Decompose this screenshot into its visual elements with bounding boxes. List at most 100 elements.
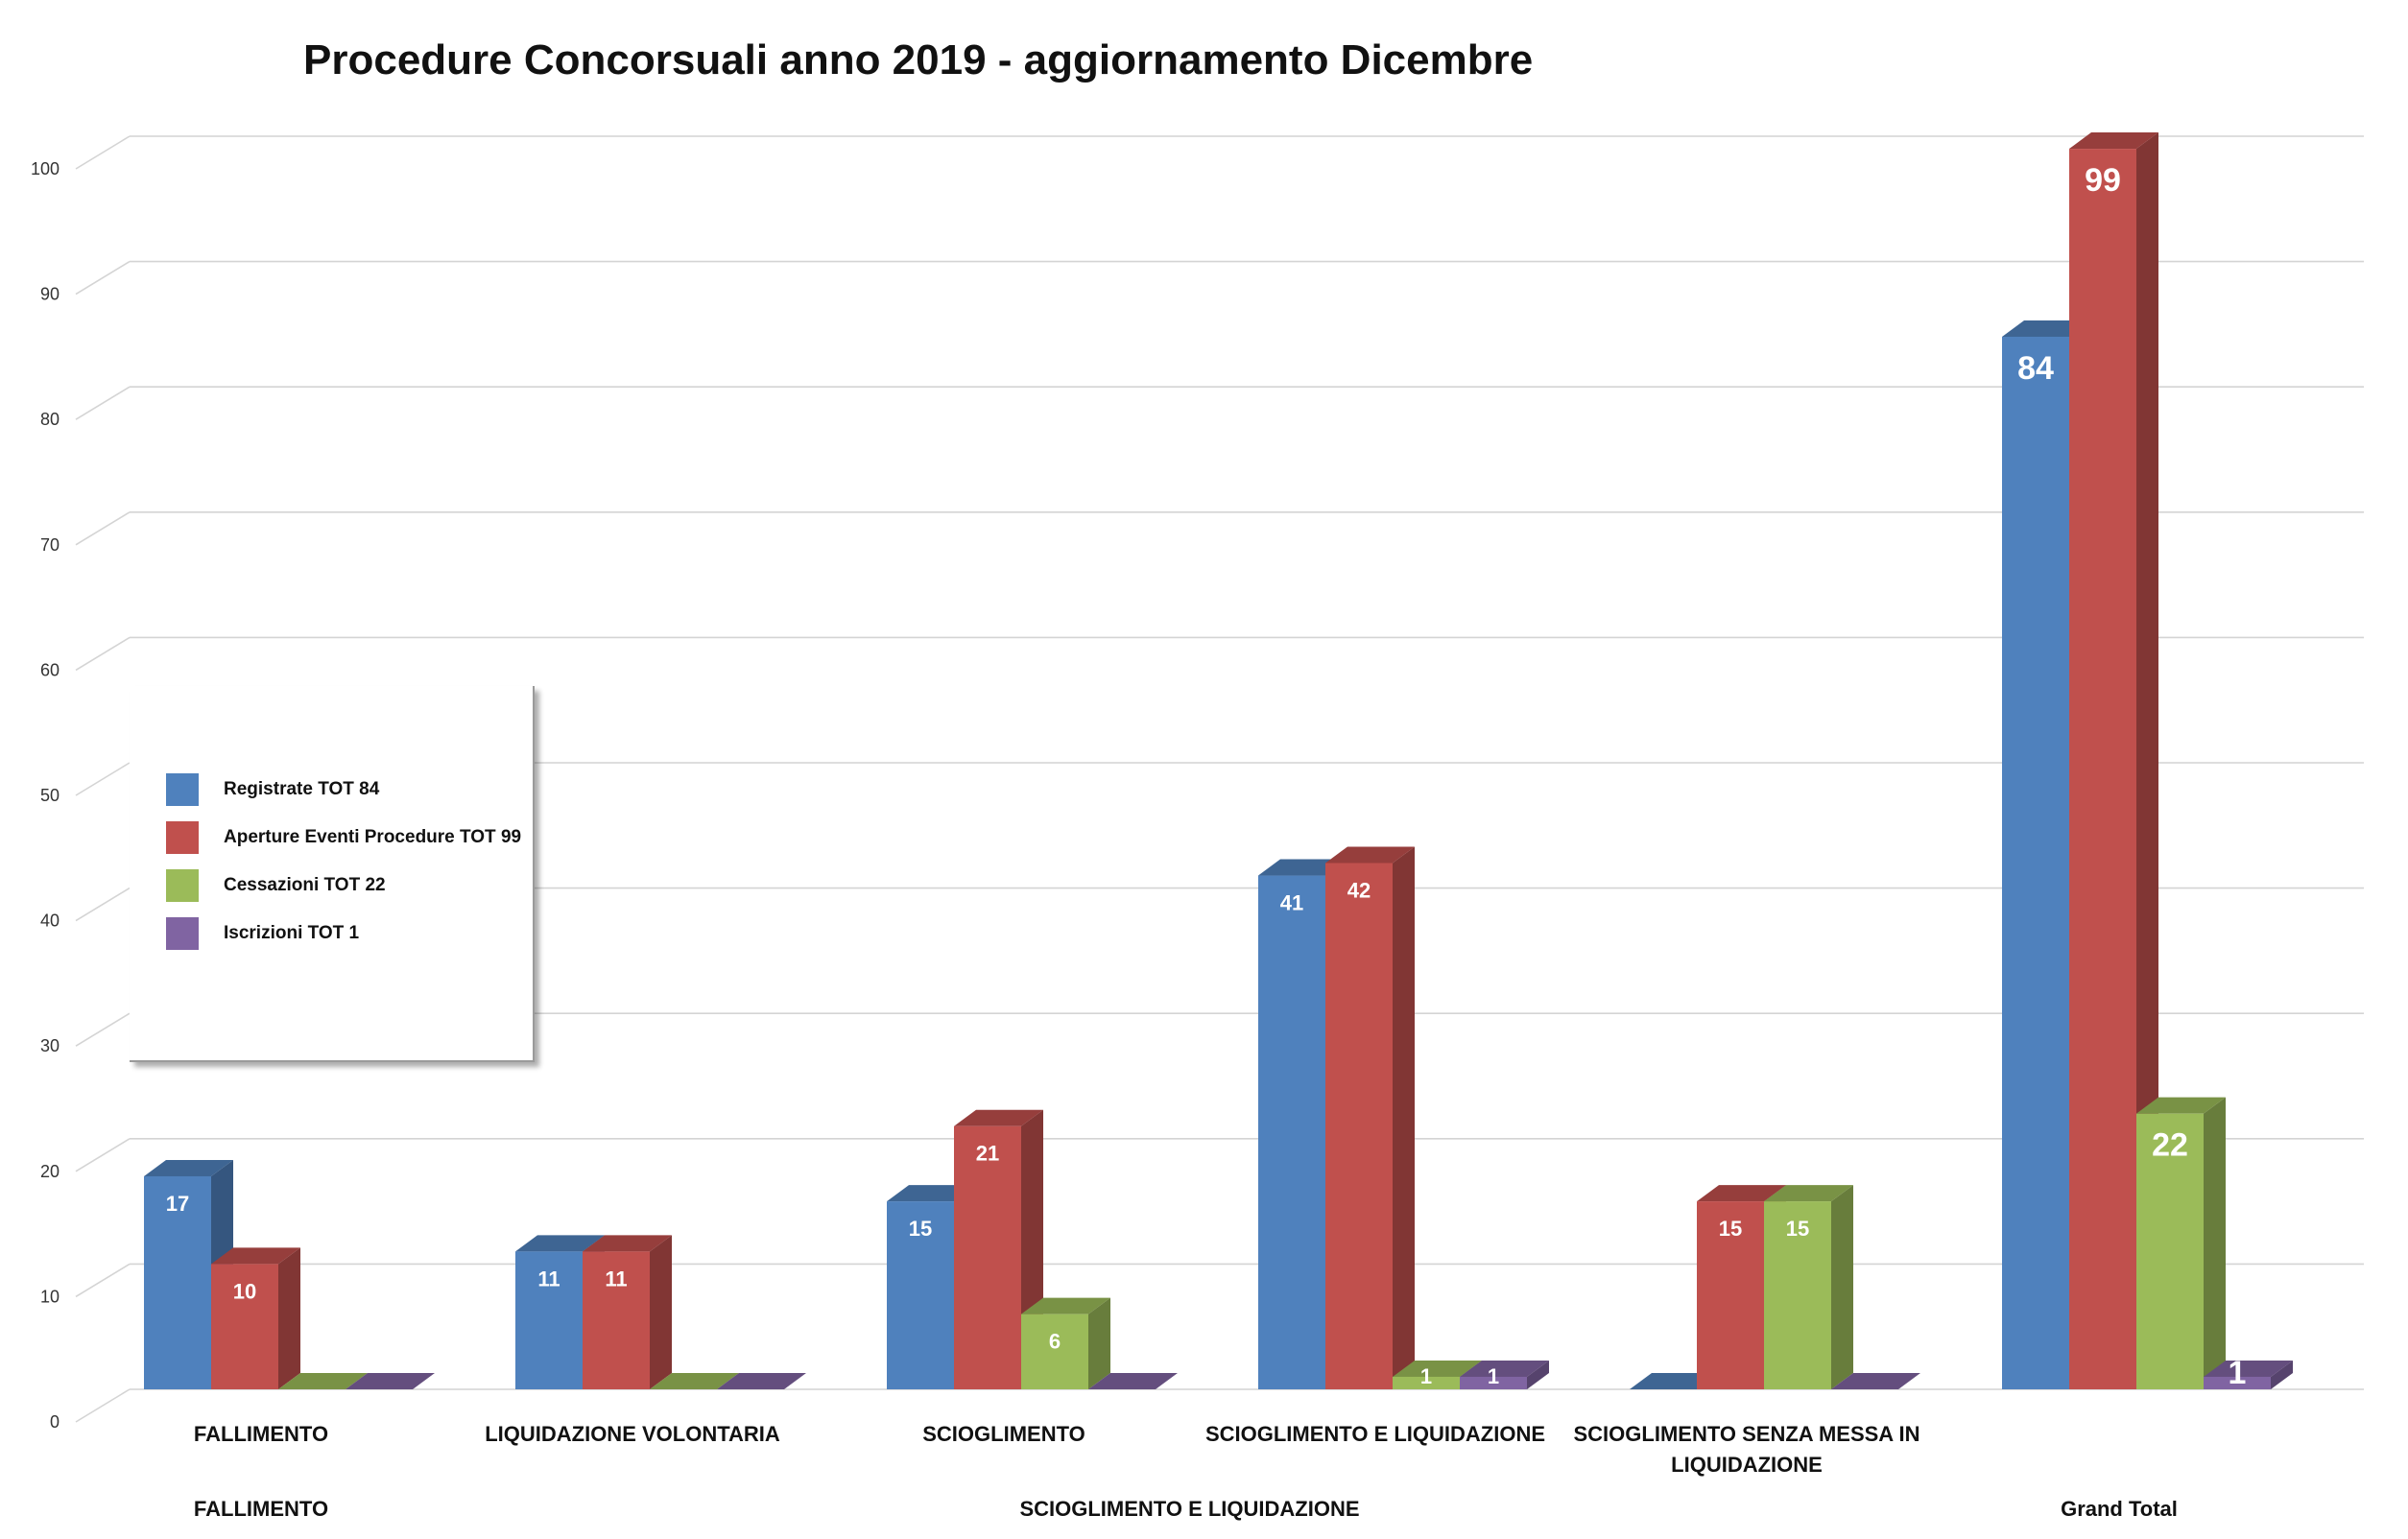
data-label: 1 [1420, 1364, 1432, 1388]
bar-top [346, 1373, 435, 1389]
bar-top [1831, 1373, 1920, 1389]
legend-label: Aperture Eventi Procedure TOT 99 [224, 827, 522, 847]
bar-top [1393, 1360, 1482, 1377]
bar-top [2136, 1097, 2226, 1114]
data-label: 15 [909, 1217, 932, 1241]
data-label: 84 [2017, 350, 2054, 387]
bar-top [1258, 859, 1347, 876]
gridline-depth [75, 1263, 131, 1298]
gridline-depth [75, 260, 131, 296]
y-tick-label: 40 [40, 912, 60, 931]
y-tick-label: 90 [40, 285, 60, 304]
y-tick-label: 70 [40, 535, 60, 555]
bar [887, 1201, 954, 1389]
x-tick-label: SCIOGLIMENTO SENZA MESSA IN [1574, 1422, 1920, 1446]
legend-swatch [166, 917, 199, 950]
legend-item: Aperture Eventi Procedure TOT 99 [166, 820, 521, 855]
bar-top [650, 1373, 739, 1389]
gridline-depth [75, 135, 131, 170]
gridline-depth [75, 887, 131, 922]
chart-legend: Registrate TOT 84 Aperture Eventi Procedu… [130, 686, 535, 1062]
bar-top [1460, 1360, 1549, 1377]
legend-swatch [166, 869, 199, 902]
x-group-label: Grand Total [2061, 1497, 2178, 1521]
x-tick-label: LIQUIDAZIONE [1671, 1453, 1823, 1477]
y-tick-label: 50 [40, 786, 60, 805]
bar [1021, 1314, 1088, 1389]
bar-top [1325, 846, 1415, 864]
bar [2204, 1376, 2271, 1389]
gridline-depth [75, 762, 131, 796]
bar-top [2069, 132, 2158, 150]
legend-swatch [166, 821, 199, 854]
bar [954, 1125, 1021, 1389]
bar-top [1697, 1185, 1786, 1202]
bar-side [2271, 1360, 2293, 1389]
data-label: 15 [1719, 1217, 1742, 1241]
data-label: 42 [1347, 878, 1371, 902]
legend-item: Iscrizioni TOT 1 [166, 916, 359, 951]
bar-side [1831, 1185, 1853, 1389]
bar-top [954, 1109, 1043, 1126]
data-label: 15 [1786, 1217, 1809, 1241]
bar-side [1088, 1297, 1110, 1389]
bar-top [515, 1235, 605, 1252]
gridline-depth [75, 511, 131, 546]
data-label: 17 [166, 1192, 189, 1216]
bar [1393, 1376, 1460, 1389]
data-label: 21 [976, 1142, 999, 1166]
gridline-depth [75, 1138, 131, 1172]
data-label: 1 [1488, 1364, 1499, 1388]
y-tick-label: 0 [50, 1412, 60, 1432]
bar-top [2002, 320, 2091, 337]
bar-side [2136, 132, 2158, 1389]
legend-item: Cessazioni TOT 22 [166, 868, 386, 903]
legend-item: Registrate TOT 84 [166, 772, 379, 807]
bar-top [1088, 1373, 1178, 1389]
y-tick-label: 10 [40, 1287, 60, 1306]
x-tick-label: SCIOGLIMENTO [922, 1422, 1085, 1446]
bar [2136, 1113, 2204, 1389]
bar-top [887, 1185, 976, 1202]
bar-side [2204, 1097, 2226, 1389]
bar-top [1764, 1185, 1853, 1202]
bar [515, 1251, 583, 1389]
bar [1325, 863, 1393, 1389]
bar [144, 1175, 211, 1389]
gridline-depth [75, 636, 131, 672]
y-tick-label: 60 [40, 660, 60, 679]
bar-top [278, 1373, 368, 1389]
bar [211, 1264, 278, 1389]
chart-title: Procedure Concorsuali anno 2019 - aggior… [303, 36, 1534, 83]
data-label: 22 [2152, 1127, 2188, 1164]
bar [1460, 1376, 1527, 1389]
x-group-label: FALLIMENTO [194, 1497, 328, 1521]
data-label: 41 [1280, 891, 1303, 915]
data-label: 99 [2085, 162, 2121, 199]
gridline-depth [75, 386, 131, 420]
bar-top [144, 1159, 233, 1176]
data-label: 6 [1049, 1330, 1061, 1354]
y-tick-label: 100 [31, 159, 60, 178]
y-tick-label: 30 [40, 1036, 60, 1055]
legend-label: Registrate TOT 84 [224, 779, 380, 799]
x-tick-label: LIQUIDAZIONE VOLONTARIA [485, 1422, 780, 1446]
bar [2002, 336, 2069, 1390]
x-tick-label: FALLIMENTO [194, 1422, 328, 1446]
bar [1258, 875, 1325, 1389]
data-label: 11 [605, 1267, 627, 1290]
bar [1764, 1201, 1831, 1389]
legend-label: Cessazioni TOT 22 [224, 875, 386, 895]
legend-label: Iscrizioni TOT 1 [224, 923, 360, 943]
bar-top [583, 1235, 672, 1252]
bar-top [2204, 1360, 2293, 1377]
bar-top [1021, 1297, 1110, 1314]
y-tick-label: 80 [40, 410, 60, 429]
bar [583, 1251, 650, 1389]
bar-top [211, 1247, 300, 1265]
x-tick-label: SCIOGLIMENTO E LIQUIDAZIONE [1205, 1422, 1545, 1446]
data-label: 11 [537, 1267, 560, 1290]
y-tick-label: 20 [40, 1162, 60, 1181]
